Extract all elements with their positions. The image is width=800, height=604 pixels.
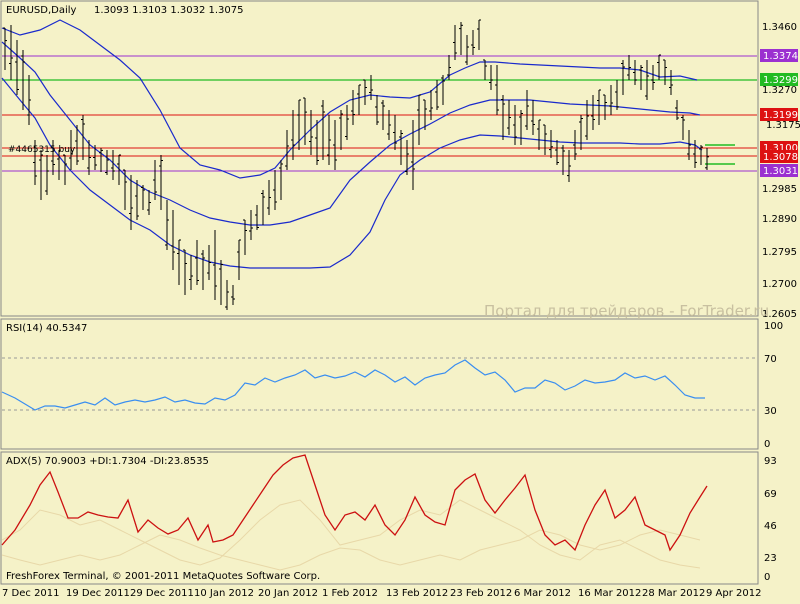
price-tag-13078: 1.3078 <box>763 152 798 163</box>
plus-di-line <box>1 499 701 569</box>
minus-di-line <box>1 529 701 571</box>
symbol-label: EURUSD,Daily <box>6 5 77 16</box>
bollinger-lower <box>1 77 703 269</box>
x-axis-label: 1 Feb 2012 <box>322 588 378 599</box>
rsi-y-label: 100 <box>764 321 783 332</box>
x-axis-label: 10 Jan 2012 <box>194 588 254 599</box>
main-y-label: 1.2985 <box>762 184 797 195</box>
x-axis-label: 7 Dec 2011 <box>2 588 60 599</box>
adx-y-axis: 93 69 46 23 0 <box>764 456 777 583</box>
main-chart-panel <box>0 0 759 317</box>
rsi-y-axis: 100 70 30 0 <box>764 321 783 450</box>
adx-y-label: 93 <box>764 456 777 467</box>
x-axis-label: 6 Mar 2012 <box>514 588 571 599</box>
ohlc-label: 1.3093 1.3103 1.3032 1.3075 <box>94 5 244 16</box>
price-tag-13374: 1.3374 <box>763 51 798 62</box>
main-y-label: 1.3175 <box>766 120 800 131</box>
main-y-label: 1.3270 <box>762 85 797 96</box>
adx-line <box>1 454 708 552</box>
x-axis-label: 28 Mar 2012 <box>642 588 705 599</box>
main-y-label: 1.2890 <box>762 214 797 225</box>
x-axis-label: 23 Feb 2012 <box>450 588 512 599</box>
rsi-label: RSI(14) 40.5347 <box>6 323 87 334</box>
main-y-label: 1.2700 <box>762 279 797 290</box>
main-y-label: 1.2605 <box>762 309 797 320</box>
price-bars <box>3 19 709 310</box>
x-axis-label: 19 Dec 2011 <box>66 588 130 599</box>
adx-panel <box>0 451 759 585</box>
rsi-y-label: 70 <box>764 354 777 365</box>
copyright-label: FreshForex Terminal, © 2001-2011 MetaQuo… <box>6 571 320 582</box>
rsi-y-label: 30 <box>764 406 777 417</box>
bollinger-bands <box>1 19 703 269</box>
price-tag-13299: 1.3299 <box>763 75 798 86</box>
adx-y-label: 69 <box>764 489 777 500</box>
x-axis: 7 Dec 2011 19 Dec 2011 29 Dec 2011 10 Ja… <box>2 588 761 599</box>
x-axis-label: 29 Dec 2011 <box>130 588 194 599</box>
price-tag-13199: 1.3199 <box>763 110 798 121</box>
rsi-y-label: 0 <box>764 439 770 450</box>
adx-label: ADX(5) 70.9003 +DI:1.7304 -DI:23.8535 <box>6 456 209 467</box>
price-tag-13031: 1.3031 <box>763 166 798 177</box>
x-axis-label: 13 Feb 2012 <box>386 588 448 599</box>
x-axis-label: 20 Jan 2012 <box>258 588 318 599</box>
rsi-line <box>1 359 705 411</box>
rsi-panel <box>0 318 759 450</box>
main-y-label: 1.2795 <box>762 247 797 258</box>
adx-y-label: 46 <box>764 521 777 532</box>
main-y-label: 1.3460 <box>762 22 797 33</box>
adx-y-label: 0 <box>764 572 770 583</box>
price-tag-13100: 1.3100 <box>763 143 798 154</box>
adx-y-label: 23 <box>764 553 777 564</box>
price-tags: 1.3374 1.3299 1.3199 1.3100 1.3078 1.303… <box>760 49 798 177</box>
x-axis-label: 9 Apr 2012 <box>706 588 761 599</box>
bollinger-upper <box>1 19 698 179</box>
main-y-axis: 1.3460 1.3270 1.3175 1.2985 1.2890 1.279… <box>762 22 800 320</box>
bollinger-middle <box>1 41 701 226</box>
order-label[interactable]: #4465315 buy <box>8 145 76 155</box>
x-axis-label: 16 Mar 2012 <box>578 588 641 599</box>
watermark: Портал для трейдеров - ForTrader.ru <box>484 302 769 320</box>
